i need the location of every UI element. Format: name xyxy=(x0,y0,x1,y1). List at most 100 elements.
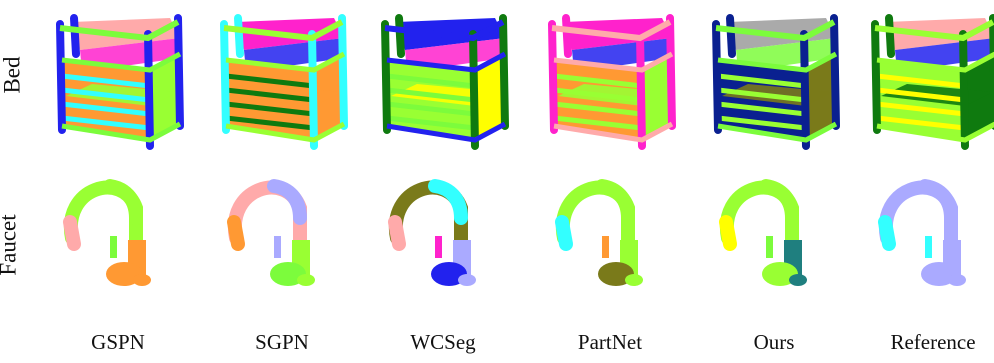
column-label-sgpn: SGPN xyxy=(255,330,309,354)
bed-post xyxy=(308,30,318,150)
faucet-spout-tip xyxy=(555,215,573,251)
bed-rail xyxy=(553,101,643,117)
bed-rail xyxy=(553,73,643,89)
bed-render-sgpn xyxy=(220,14,348,150)
bed-rail xyxy=(61,73,151,89)
faucet-handle xyxy=(766,236,773,258)
bed-post xyxy=(871,20,881,134)
bed-mid-frame xyxy=(876,51,994,73)
bed-rail xyxy=(225,115,315,131)
bed-post xyxy=(712,20,722,134)
bed-render-partnet xyxy=(548,14,676,150)
bed-rail xyxy=(225,101,315,117)
faucet-spout-segment xyxy=(428,179,468,225)
faucet-base-knob xyxy=(625,274,643,286)
bed-rail xyxy=(717,73,807,89)
bed-rail xyxy=(553,115,643,131)
bed-top-frame xyxy=(551,19,672,42)
bed-rail xyxy=(876,101,966,117)
bed-render-ours xyxy=(712,14,840,150)
bed-rail xyxy=(717,87,807,103)
faucet-spout-tip xyxy=(63,215,81,251)
column-label-wcseg: WCSeg xyxy=(410,330,476,354)
row-label-bed: Bed xyxy=(0,56,25,94)
faucet-base-knob xyxy=(458,274,476,286)
faucet-spout-tip xyxy=(719,215,737,251)
faucet-handle xyxy=(602,236,609,258)
faucet-base-knob xyxy=(789,274,807,286)
faucet-render-gspn xyxy=(63,179,151,286)
bed-mid-frame xyxy=(717,51,838,73)
column-label-gspn: GSPN xyxy=(91,330,145,354)
bed-mid-frame xyxy=(61,51,182,73)
faucet-handle xyxy=(274,236,281,258)
faucet-handle xyxy=(435,236,442,258)
bed-row xyxy=(56,14,994,150)
bed-post xyxy=(830,14,840,130)
bed-post xyxy=(636,30,646,150)
faucet-spout-segment xyxy=(595,179,635,225)
bed-top-frame xyxy=(223,19,344,42)
faucet-spout-segment xyxy=(759,179,799,225)
bed-rail xyxy=(61,101,151,117)
bed-post xyxy=(666,14,676,130)
bed-rail xyxy=(553,87,643,103)
bed-rail xyxy=(386,101,476,117)
bed-bottom-frame xyxy=(553,121,674,143)
bed-post xyxy=(562,14,572,58)
bed-rail xyxy=(876,73,966,89)
faucet-row xyxy=(63,179,966,286)
bed-bottom-frame xyxy=(717,121,838,143)
bed-post xyxy=(989,14,994,130)
bed-rail xyxy=(61,115,151,131)
bed-post xyxy=(726,14,736,58)
bed-post xyxy=(234,14,244,58)
bed-post xyxy=(144,30,154,150)
bed-rail xyxy=(717,115,807,131)
bed-post xyxy=(338,14,348,130)
faucet-handle xyxy=(925,236,932,258)
column-label-partnet: PartNet xyxy=(577,330,643,354)
faucet-spout-segment xyxy=(267,179,307,225)
bed-rail xyxy=(225,87,315,103)
faucet-render-wcseg xyxy=(388,179,476,286)
faucet-base-knob xyxy=(133,274,151,286)
bed-rail xyxy=(386,115,476,131)
faucet-base-knob xyxy=(297,274,315,286)
faucet-base-knob xyxy=(948,274,966,286)
column-label-ours: Ours xyxy=(753,330,795,354)
bed-bottom-frame xyxy=(225,121,346,143)
faucet-render-sgpn xyxy=(227,179,315,286)
bed-post xyxy=(174,14,184,130)
bed-rail xyxy=(386,73,476,89)
bed-post xyxy=(469,30,479,150)
bed-rail xyxy=(225,73,315,89)
row-label-faucet: Faucet xyxy=(0,214,21,276)
bed-top-frame xyxy=(384,19,505,42)
column-label-reference: Reference xyxy=(890,330,976,354)
bed-post xyxy=(381,20,391,134)
bed-top-frame xyxy=(715,19,836,42)
faucet-render-ours xyxy=(719,179,807,286)
faucet-handle xyxy=(110,236,117,258)
bed-post xyxy=(70,14,80,58)
bed-render-wcseg xyxy=(381,14,509,150)
faucet-spout-tip xyxy=(388,215,406,251)
bed-post xyxy=(220,20,230,134)
bed-rail xyxy=(876,87,966,103)
faucet-render-reference xyxy=(878,179,966,286)
bed-post xyxy=(395,14,405,58)
bed-bottom-frame xyxy=(61,121,182,143)
bed-bottom-frame xyxy=(386,121,507,143)
bed-rail xyxy=(876,115,966,131)
bed-post xyxy=(499,14,509,130)
bed-mid-frame xyxy=(553,51,674,73)
bed-post xyxy=(959,30,969,150)
bed-post xyxy=(800,30,810,150)
bed-render-gspn xyxy=(56,14,184,150)
faucet-spout-segment xyxy=(918,179,958,225)
bed-bottom-frame xyxy=(876,121,994,143)
bed-mid-frame xyxy=(386,51,507,73)
